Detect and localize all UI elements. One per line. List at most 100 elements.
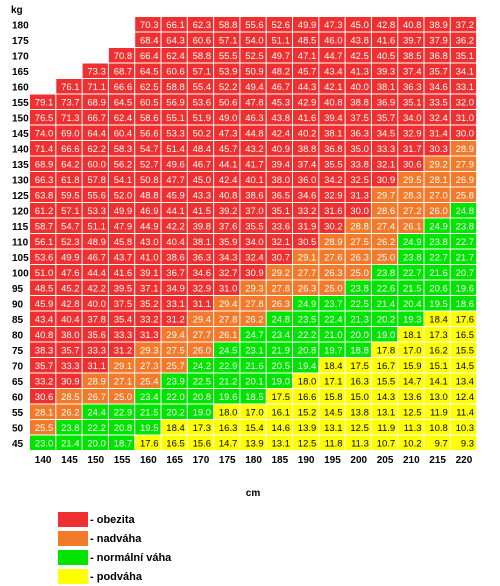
bmi-cell (135, 327, 161, 342)
bmi-cell (345, 156, 371, 171)
bmi-cell (30, 187, 56, 202)
bmi-cell (398, 327, 424, 342)
bmi-value: 60.6 (193, 36, 212, 47)
bmi-value: 46.9 (140, 206, 159, 217)
bmi-cell (293, 156, 319, 171)
bmi-value: 66.1 (166, 20, 185, 31)
bmi-value: 22.2 (298, 330, 317, 341)
bmi-value: 20.5 (272, 361, 291, 372)
bmi-value: 41.6 (114, 268, 133, 279)
bmi-cell (30, 327, 56, 342)
bmi-value: 11.3 (404, 423, 422, 434)
bmi-value: 15.5 (456, 346, 475, 357)
bmi-cell (293, 125, 319, 140)
bmi-value: 68.4 (140, 36, 159, 47)
bmi-cell (240, 125, 266, 140)
y-tick-label: 100 (12, 269, 29, 280)
legend-item: - nadváha (58, 529, 171, 548)
y-tick-label: 150 (12, 114, 29, 125)
bmi-cell (108, 172, 135, 187)
bmi-value: 54.0 (245, 36, 264, 47)
bmi-value: 21.9 (272, 346, 291, 357)
bmi-cell (371, 327, 398, 342)
bmi-value: 53.6 (193, 98, 212, 109)
bmi-cell (108, 125, 135, 140)
bmi-cell (82, 327, 108, 342)
bmi-cell (450, 280, 477, 295)
bmi-value: 26.7 (87, 392, 106, 403)
bmi-value: 35.7 (35, 361, 54, 372)
bmi-value: 73.7 (61, 98, 80, 109)
bmi-cell (82, 296, 108, 311)
bmi-cell (398, 218, 424, 233)
bmi-value: 62.2 (87, 144, 106, 155)
bmi-value: 57.1 (61, 206, 80, 217)
bmi-value: 41.7 (245, 160, 264, 171)
bmi-cell (371, 63, 398, 78)
bmi-cell (371, 358, 398, 373)
bmi-cell (82, 435, 108, 450)
bmi-value: 34.0 (403, 113, 422, 124)
y-tick-label: 65 (12, 377, 24, 388)
bmi-cell (371, 389, 398, 404)
bmi-value: 30.2 (324, 222, 343, 233)
bmi-cell (319, 420, 345, 435)
bmi-cell (30, 249, 56, 264)
bmi-value: 27.8 (219, 315, 238, 326)
bmi-cell (187, 234, 214, 249)
bmi-cell (345, 327, 371, 342)
x-axis-label: cm (246, 488, 261, 499)
bmi-value: 26.0 (429, 206, 448, 217)
bmi-value: 47.9 (114, 222, 133, 233)
bmi-value: 58.8 (166, 82, 185, 93)
bmi-cell (293, 296, 319, 311)
bmi-cell (398, 249, 424, 264)
bmi-value: 20.1 (245, 377, 264, 388)
bmi-cell (398, 373, 424, 388)
bmi-value: 28.5 (61, 392, 80, 403)
bmi-cell (371, 156, 398, 171)
bmi-cell (108, 63, 135, 78)
bmi-value: 33.5 (429, 98, 448, 109)
bmi-cell (398, 420, 424, 435)
bmi-value: 60.6 (166, 67, 185, 78)
bmi-value: 64.5 (114, 98, 133, 109)
bmi-cell (424, 63, 450, 78)
bmi-cell (450, 110, 477, 125)
bmi-value: 20.0 (87, 439, 106, 450)
bmi-value: 18.1 (403, 330, 422, 341)
bmi-cell (266, 63, 292, 78)
bmi-value: 14.6 (272, 423, 291, 434)
bmi-value: 52.6 (272, 20, 291, 31)
bmi-value: 23.9 (166, 377, 185, 388)
bmi-cell (293, 187, 319, 202)
y-tick-label: 70 (12, 362, 24, 373)
bmi-cell (56, 296, 82, 311)
bmi-value: 26.2 (377, 237, 396, 248)
bmi-value: 23.4 (140, 392, 159, 403)
bmi-cell (187, 187, 214, 202)
bmi-cell (398, 79, 424, 94)
bmi-cell (240, 172, 266, 187)
bmi-cell (371, 203, 398, 218)
bmi-value: 33.3 (61, 361, 80, 372)
bmi-cell (424, 249, 450, 264)
bmi-value: 50.9 (245, 67, 264, 78)
bmi-value: 34.2 (324, 175, 343, 186)
bmi-cell (266, 79, 292, 94)
bmi-cell (266, 203, 292, 218)
bmi-value: 23.4 (272, 330, 291, 341)
legend: - obezita - nadváha - normální váha - podvá… (58, 510, 171, 586)
bmi-value: 43.8 (350, 36, 369, 47)
bmi-value: 29.4 (219, 299, 238, 310)
bmi-cell (371, 110, 398, 125)
bmi-cell (30, 141, 56, 156)
bmi-cell (345, 125, 371, 140)
bmi-cell (187, 156, 214, 171)
bmi-value: 11.9 (430, 408, 448, 419)
bmi-cell (82, 342, 108, 357)
bmi-cell (450, 358, 477, 373)
bmi-cell (108, 311, 135, 326)
bmi-cell (240, 342, 266, 357)
bmi-value: 51.4 (166, 144, 185, 155)
